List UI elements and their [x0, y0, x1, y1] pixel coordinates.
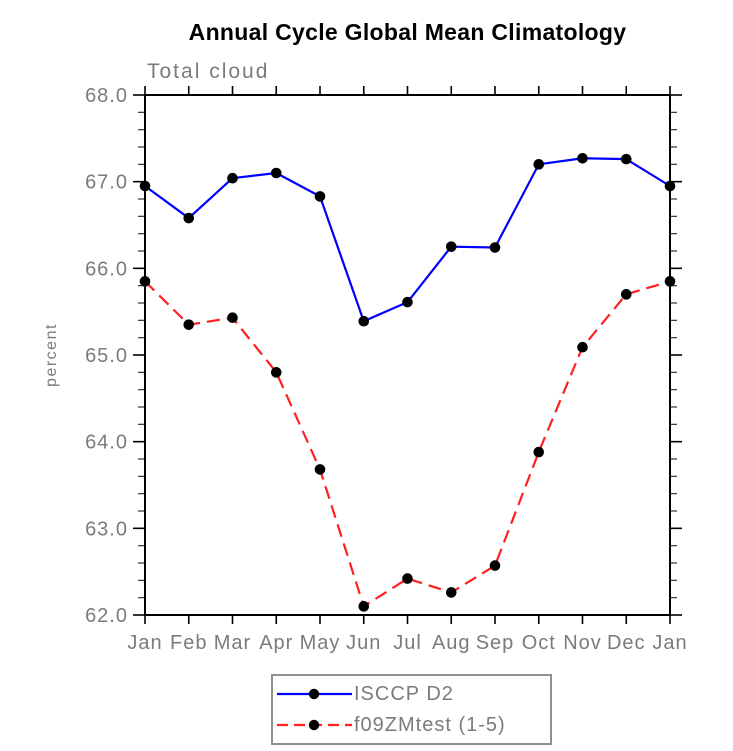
series-line-isccp-d2	[144, 157, 671, 323]
legend-marker-circle-icon	[308, 719, 320, 731]
data-point-marker-f09zmtest-1-5	[620, 289, 632, 300]
legend-item-f09zmtest: f09ZMtest (1-5)	[273, 710, 550, 741]
x-tick-label: Jul	[393, 632, 422, 654]
x-tick-label: May	[300, 632, 341, 654]
x-tick-label: Apr	[259, 632, 293, 654]
data-point-marker-f09zmtest-1-5	[183, 319, 195, 330]
x-tick-label: Mar	[214, 632, 251, 654]
data-point-marker-isccp-d2	[358, 315, 370, 327]
data-point-marker-f09zmtest-1-5	[270, 367, 282, 378]
data-point-marker-f09zmtest-1-5	[314, 464, 326, 475]
data-point-marker-isccp-d2	[620, 153, 632, 165]
x-tick-label: Aug	[432, 632, 471, 654]
y-tick-label: 66.0	[85, 258, 128, 280]
data-point-marker-f09zmtest-1-5	[533, 446, 545, 458]
data-point-marker-f09zmtest-1-5	[227, 312, 238, 324]
chart-subtitle: Total cloud	[147, 60, 270, 83]
y-tick-label: 64.0	[85, 432, 128, 454]
data-point-marker-f09zmtest-1-5	[489, 560, 501, 571]
data-point-marker-isccp-d2	[664, 180, 676, 192]
data-point-marker-isccp-d2	[183, 212, 195, 224]
data-point-marker-isccp-d2	[402, 296, 413, 308]
chart-title: Annual Cycle Global Mean Climatology	[188, 19, 627, 45]
series-line-f09zmtest-1-5	[144, 280, 671, 608]
x-tick-label: Dec	[607, 632, 646, 654]
legend-item-isccp-d2: ISCCP D2	[273, 679, 550, 710]
data-point-marker-f09zmtest-1-5	[445, 587, 457, 598]
y-tick-label: 68.0	[85, 85, 128, 107]
x-tick-label: Jun	[346, 632, 381, 654]
data-point-marker-isccp-d2	[139, 180, 151, 192]
data-point-marker-isccp-d2	[533, 159, 545, 170]
y-tick-label: 67.0	[85, 172, 128, 194]
data-point-marker-f09zmtest-1-5	[664, 276, 676, 287]
data-point-marker-f09zmtest-1-5	[139, 276, 151, 287]
data-point-marker-isccp-d2	[227, 172, 238, 184]
data-point-marker-f09zmtest-1-5	[402, 573, 413, 584]
legend-swatch-solid	[277, 688, 352, 700]
data-point-marker-isccp-d2	[577, 152, 588, 164]
data-point-marker-isccp-d2	[489, 242, 501, 253]
data-point-marker-isccp-d2	[314, 191, 326, 202]
legend-label-isccp-d2: ISCCP D2	[354, 683, 454, 705]
data-point-marker-isccp-d2	[445, 241, 457, 252]
data-point-marker-isccp-d2	[270, 167, 282, 179]
plot-frame	[144, 94, 671, 616]
x-tick-label: Oct	[522, 632, 556, 654]
legend-label-f09zmtest: f09ZMtest (1-5)	[354, 714, 506, 736]
x-tick-label: Jan	[652, 632, 687, 654]
legend-swatch-dashed	[277, 719, 352, 731]
y-tick-label: 63.0	[85, 518, 128, 540]
x-tick-label: Jan	[127, 632, 162, 654]
x-tick-label: Sep	[476, 632, 515, 654]
legend-marker-circle-icon	[308, 688, 320, 700]
legend: ISCCP D2 f09ZMtest (1-5)	[271, 674, 552, 745]
x-tick-label: Nov	[563, 632, 602, 654]
x-tick-label: Feb	[170, 632, 207, 654]
y-tick-label: 65.0	[85, 345, 128, 367]
data-point-marker-f09zmtest-1-5	[358, 601, 370, 612]
y-tick-label: 62.0	[85, 605, 128, 627]
data-point-marker-f09zmtest-1-5	[577, 341, 588, 353]
